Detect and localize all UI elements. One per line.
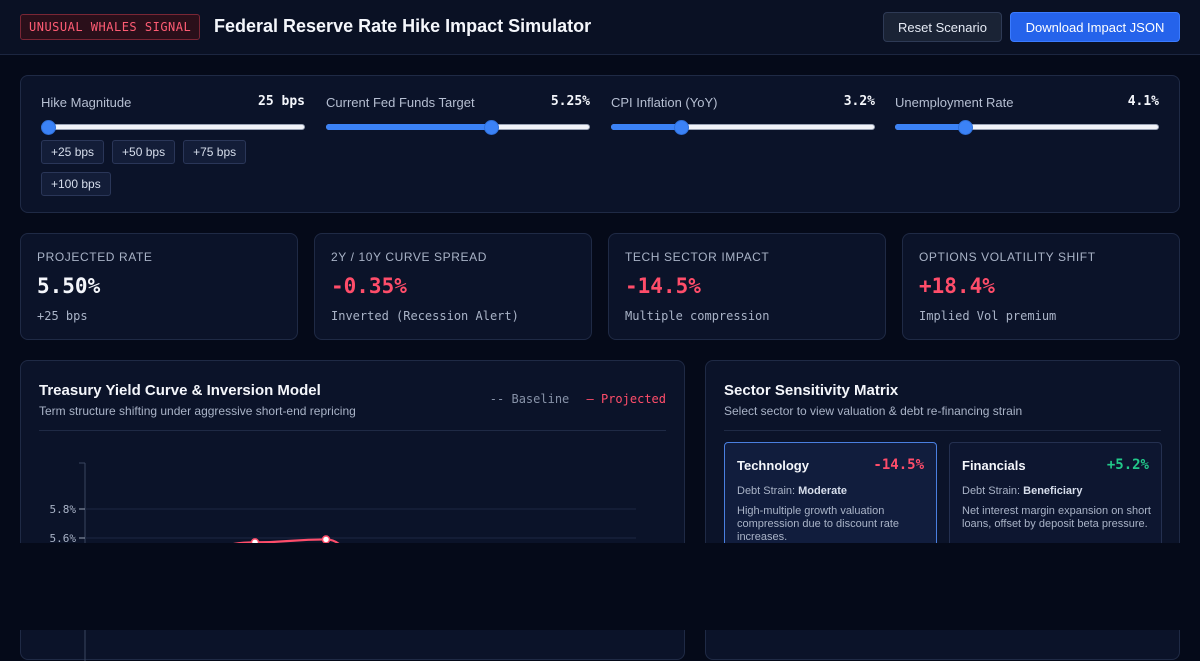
metric-value: -0.35% [331,274,407,298]
control-label: Current Fed Funds Target [326,95,475,110]
slider-track [41,124,305,130]
sector-impact: +5.2% [1106,457,1149,473]
controls-panel: Hike Magnitude 25 bps Current Fed Funds … [20,75,1180,213]
chart-subtitle: Term structure shifting under aggressive… [39,404,356,418]
app-header: UNUSUAL WHALES SIGNAL Federal Reserve Ra… [0,0,1200,55]
brand-badge: UNUSUAL WHALES SIGNAL [20,14,201,40]
metric-projected-rate: Projected Rate 5.50% +25 bps [20,233,298,340]
metric-note: +25 bps [37,309,88,323]
chart-legend: -- Baseline — Projected [490,392,666,406]
cpi-inflation-slider[interactable] [611,120,875,135]
metric-value: +18.4% [919,274,995,298]
sector-sensitivity-panel: Sector Sensitivity Matrix Select sector … [705,360,1180,660]
slider-thumb[interactable] [483,120,499,135]
control-value: 5.25% [550,94,590,109]
metric-value: 5.50% [37,274,101,298]
sector-panel-title: Sector Sensitivity Matrix [724,382,899,399]
preset-50-bps-button[interactable]: +50 bps [112,140,176,164]
metric-label: Options Volatility Shift [919,250,1096,264]
control-label: Hike Magnitude [41,95,132,110]
sector-name: Financials [962,458,1026,473]
chart-title: Treasury Yield Curve & Inversion Model [39,382,321,399]
download-impact-json-button[interactable]: Download Impact JSON [1010,12,1180,42]
app-title: Federal Reserve Rate Hike Impact Simulat… [214,16,592,36]
sector-name: Technology [737,458,809,473]
metric-value: -14.5% [625,274,701,298]
hike-presets: +25 bps +50 bps +75 bps +100 bps [41,140,261,204]
unemployment-rate-slider[interactable] [895,120,1159,135]
panel-divider [39,430,666,431]
panel-divider [724,430,1161,431]
sector-impact: -14.5% [873,457,924,473]
slider-fill [611,124,681,130]
metric-label: 2Y / 10Y Curve Spread [331,250,488,264]
metric-label: Projected Rate [37,250,153,264]
sector-debt-strain: Debt Strain: Beneficiary [962,485,1082,497]
control-label: Unemployment Rate [895,95,1014,110]
metric-note: Inverted (Recession Alert) [331,309,519,323]
slider-thumb[interactable] [957,120,973,135]
reset-scenario-button[interactable]: Reset Scenario [883,12,1002,42]
sector-panel-subtitle: Select sector to view valuation & debt r… [724,404,1023,418]
strain-prefix: Debt Strain: [962,485,1024,497]
slider-fill [326,124,491,130]
legend-baseline: -- Baseline [489,392,570,406]
metric-options-volatility: Options Volatility Shift +18.4% Implied … [902,233,1180,340]
fed-funds-target-slider[interactable] [326,120,590,135]
sector-description: High-multiple growth valuation compressi… [737,505,900,543]
control-value: 3.2% [843,94,875,109]
control-label: CPI Inflation (YoY) [611,95,718,110]
viewport-fold [0,543,1200,630]
slider-thumb[interactable] [41,120,56,135]
legend-projected: — Projected [586,392,666,406]
metric-note: Multiple compression [625,309,770,323]
preset-100-bps-button[interactable]: +100 bps [41,172,111,196]
control-value: 4.1% [1127,94,1159,109]
slider-fill [895,124,965,130]
slider-thumb[interactable] [673,120,689,135]
sector-description: Net interest margin expansion on short l… [962,505,1151,530]
y-tick-label: 5.6% [50,532,77,545]
metric-note: Implied Vol premium [919,309,1057,323]
preset-75-bps-button[interactable]: +75 bps [183,140,247,164]
metric-label: Tech Sector Impact [625,250,770,264]
strain-prefix: Debt Strain: [737,485,799,497]
sector-debt-strain: Debt Strain: Moderate [737,485,847,497]
y-tick-label: 5.8% [50,503,77,516]
strain-level: Beneficiary [1023,485,1083,497]
metric-curve-spread: 2Y / 10Y Curve Spread -0.35% Inverted (R… [314,233,592,340]
control-value: 25 bps [258,94,305,109]
projected-point [321,535,331,544]
metric-tech-sector-impact: Tech Sector Impact -14.5% Multiple compr… [608,233,886,340]
preset-25-bps-button[interactable]: +25 bps [41,140,105,164]
hike-magnitude-slider[interactable] [41,120,305,135]
strain-level: Moderate [798,485,848,497]
